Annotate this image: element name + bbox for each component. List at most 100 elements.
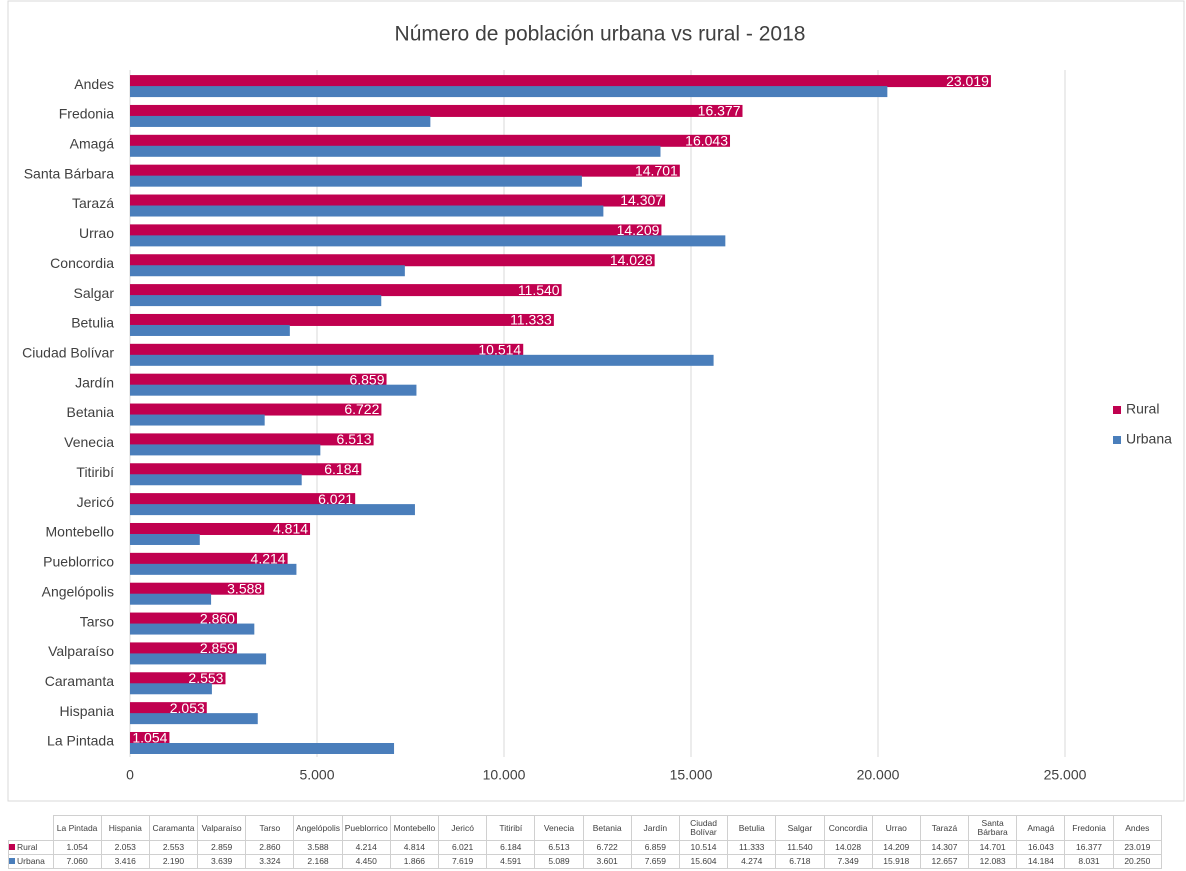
table-header-cell: Pueblorrico xyxy=(341,815,391,841)
y-tick-label: Tarazá xyxy=(72,195,114,211)
table-cell: 3.639 xyxy=(197,854,247,869)
data-label: 6.184 xyxy=(324,461,359,477)
y-tick-label: Tarso xyxy=(80,613,114,629)
table-header-cell: Venecia xyxy=(534,815,584,841)
table-cell: 6.021 xyxy=(437,840,488,855)
table-cell: 2.859 xyxy=(197,840,247,855)
table-cell: 1.866 xyxy=(389,854,440,869)
table-cell: 2.860 xyxy=(245,840,295,855)
bar xyxy=(130,265,405,277)
data-label: 3.588 xyxy=(227,580,262,596)
table-cell: 4.274 xyxy=(727,854,777,869)
bar xyxy=(130,582,265,595)
legend-key xyxy=(1113,406,1121,414)
bar xyxy=(130,145,661,157)
table-header-cell: Caramanta xyxy=(148,815,199,841)
y-tick-label: Angelópolis xyxy=(42,583,114,599)
table-header-cell: Betulia xyxy=(727,815,777,841)
data-label: 14.701 xyxy=(635,162,678,178)
data-label: 14.307 xyxy=(620,192,663,208)
table-header-cell: Concordia xyxy=(823,815,873,841)
table-header-cell: Andes xyxy=(1112,815,1163,841)
bar xyxy=(130,672,226,685)
bar xyxy=(130,713,258,725)
table-cell: 11.540 xyxy=(775,840,825,855)
data-label: 11.540 xyxy=(518,282,560,298)
table-cell: 2.553 xyxy=(148,840,199,855)
y-tick-label: Fredonia xyxy=(59,106,114,122)
table-cell: 10.514 xyxy=(678,840,729,855)
bar xyxy=(130,224,662,237)
data-label: 16.043 xyxy=(685,133,728,149)
table-cell: 16.377 xyxy=(1064,840,1114,855)
bar xyxy=(130,373,387,386)
data-label: 1.054 xyxy=(132,730,167,746)
table-header-cell: Betania xyxy=(582,815,632,841)
table-header-cell: Titiribí xyxy=(486,815,536,841)
bar xyxy=(130,86,888,98)
table-cell: 6.513 xyxy=(534,840,584,855)
table-header-cell: Urrao xyxy=(871,815,921,841)
table-cell: 14.307 xyxy=(919,840,970,855)
table-cell: 14.184 xyxy=(1016,854,1066,869)
bar xyxy=(130,623,255,635)
bar xyxy=(130,343,524,356)
table-header-cell: Tarazá xyxy=(919,815,970,841)
y-tick-label: Jericó xyxy=(77,494,115,510)
bar xyxy=(130,403,382,416)
table-cell: 4.591 xyxy=(486,854,536,869)
bar xyxy=(130,313,554,326)
y-tick-label: Urrao xyxy=(79,225,114,241)
table-cell: 5.089 xyxy=(534,854,584,869)
table-cell: 7.349 xyxy=(823,854,873,869)
table-cell: 7.659 xyxy=(630,854,680,869)
y-tick-label: Jardín xyxy=(75,374,114,390)
x-tick-label: 15.000 xyxy=(670,767,713,783)
bar xyxy=(130,164,680,177)
data-label: 11.333 xyxy=(510,312,552,328)
table-header-cell: Tarso xyxy=(245,815,295,841)
x-tick-label: 20.000 xyxy=(857,767,900,783)
data-label: 2.859 xyxy=(200,640,235,656)
y-tick-label: Ciudad Bolívar xyxy=(22,345,114,361)
y-tick-label: Betania xyxy=(67,404,115,420)
table-corner xyxy=(9,816,54,841)
table-cell: 4.450 xyxy=(341,854,391,869)
y-tick-label: Montebello xyxy=(46,524,115,540)
bar xyxy=(130,384,417,396)
table-cell: 8.031 xyxy=(1064,854,1114,869)
bar xyxy=(130,115,431,127)
legend-label: Rural xyxy=(1126,401,1159,417)
table-cell: 4.814 xyxy=(389,840,440,855)
data-label: 6.859 xyxy=(349,371,384,387)
table-header-cell: Santa Bárbara xyxy=(968,815,1018,841)
bar xyxy=(130,414,265,426)
y-tick-label: Hispania xyxy=(60,703,115,719)
table-row-header: Rural xyxy=(8,840,54,855)
bar xyxy=(130,104,743,117)
x-tick-label: 10.000 xyxy=(483,767,526,783)
table-cell: 1.054 xyxy=(52,840,102,855)
data-label: 2.553 xyxy=(188,670,223,686)
y-tick-label: Betulia xyxy=(71,315,114,331)
table-cell: 6.718 xyxy=(775,854,825,869)
table-cell: 14.209 xyxy=(871,840,921,855)
table-cell: 23.019 xyxy=(1112,840,1163,855)
chart: Número de población urbana vs rural - 20… xyxy=(7,0,1185,802)
legend-key xyxy=(9,858,15,864)
table-header-cell: Angelópolis xyxy=(293,815,343,841)
table-cell: 14.028 xyxy=(823,840,873,855)
table-header-cell: Fredonia xyxy=(1064,815,1114,841)
bar xyxy=(130,642,237,655)
bar xyxy=(130,533,200,545)
data-label: 4.214 xyxy=(251,551,286,567)
table-cell: 16.043 xyxy=(1016,840,1066,855)
bar xyxy=(130,593,212,605)
data-label: 2.860 xyxy=(200,610,235,626)
chart-border xyxy=(7,0,1185,802)
table-cell: 2.168 xyxy=(293,854,343,869)
table-cell: 7.619 xyxy=(437,854,488,869)
data-label: 23.019 xyxy=(946,73,989,89)
table-cell: 6.184 xyxy=(486,840,536,855)
bar xyxy=(130,433,374,446)
